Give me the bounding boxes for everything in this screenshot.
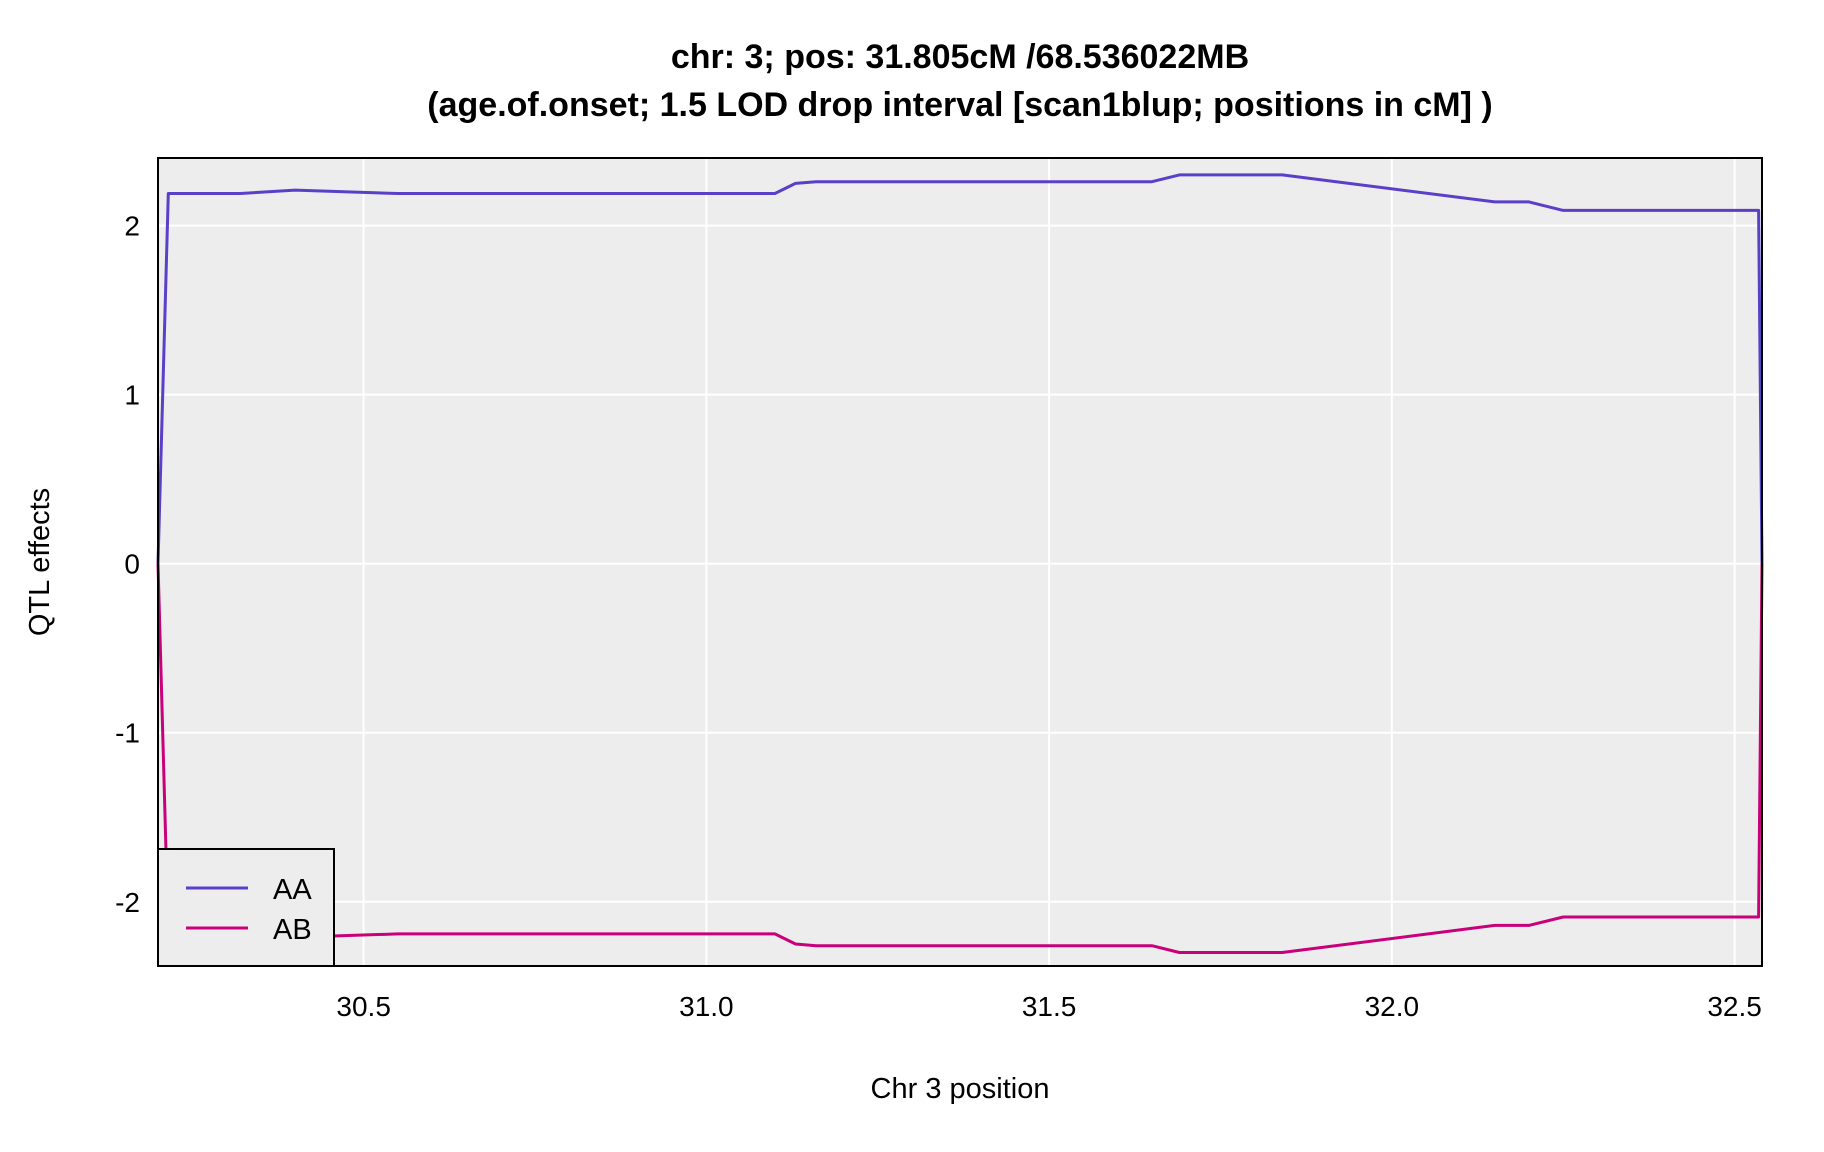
x-tick-label-2: 31.5 bbox=[1022, 991, 1077, 1022]
y-tick-label-1: -1 bbox=[115, 718, 140, 749]
chart-title: chr: 3; pos: 31.805cM /68.536022MB bbox=[671, 38, 1249, 76]
grid-lines bbox=[158, 158, 1762, 966]
legend-label-ab: AB bbox=[273, 914, 312, 946]
x-tick-label-0: 30.5 bbox=[336, 991, 391, 1022]
x-tick-label-3: 32.0 bbox=[1365, 991, 1420, 1022]
plot-frame bbox=[157, 157, 1763, 967]
series-line-aa bbox=[156, 173, 1764, 564]
y-axis-ticks: -2 -1 0 1 2 bbox=[115, 211, 140, 918]
x-axis-ticks: 30.5 31.0 31.5 32.0 32.5 bbox=[336, 991, 1761, 1022]
plot-panel bbox=[158, 158, 1762, 966]
y-axis-label: QTL effects bbox=[24, 488, 56, 636]
x-axis-label: Chr 3 position bbox=[871, 1073, 1050, 1105]
x-tick-label-4: 32.5 bbox=[1707, 991, 1762, 1022]
x-tick-label-1: 31.0 bbox=[679, 991, 734, 1022]
legend-box bbox=[157, 848, 335, 967]
legend: AA AB bbox=[157, 848, 335, 967]
y-tick-label-4: 2 bbox=[124, 211, 140, 242]
legend-label-aa: AA bbox=[273, 874, 312, 906]
y-tick-label-3: 1 bbox=[124, 380, 140, 411]
chart-subtitle: (age.of.onset; 1.5 LOD drop interval [sc… bbox=[427, 86, 1492, 124]
y-tick-label-2: 0 bbox=[124, 549, 140, 580]
y-tick-label-0: -2 bbox=[115, 887, 140, 918]
